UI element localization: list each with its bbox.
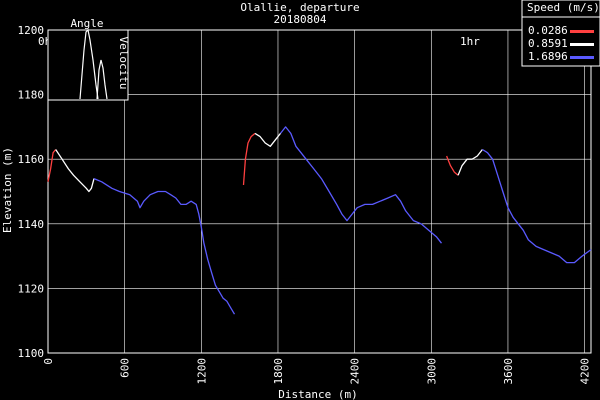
legend-title: Speed (m/s) — [527, 1, 600, 14]
elevation-track-1-red — [47, 149, 57, 182]
elevation-track-1-blue — [93, 177, 236, 315]
x-tick-label: 1800 — [272, 358, 285, 385]
legend-label-high: 1.6896 — [528, 50, 568, 63]
inset-side-label: Velocitu — [117, 37, 130, 90]
legend-swatch-mid — [570, 43, 594, 46]
elevation-track-1-white — [55, 149, 95, 193]
elevation-track-3-white — [457, 149, 483, 176]
y-tick-label: 1200 — [18, 24, 45, 37]
grid — [47, 29, 591, 354]
angle-inset: Angle Velocitu — [47, 17, 130, 101]
x-tick-label: 1200 — [195, 358, 208, 385]
x-tick-label: 3600 — [502, 358, 515, 385]
y-tick-label: 1180 — [18, 89, 45, 102]
inset-title: Angle — [70, 17, 103, 30]
elevation-track-3-red — [445, 155, 459, 176]
y-tick-label: 1120 — [18, 282, 45, 295]
y-tick-labels: 1100 1120 1140 1160 1180 1200 — [18, 24, 45, 360]
elevation-track-3-blue — [482, 148, 592, 264]
x-tick-label: 4200 — [579, 358, 592, 385]
x-tick-label: 600 — [119, 358, 132, 378]
chart-title: Olallie, departure — [240, 1, 359, 14]
elevation-track-2-red — [242, 132, 256, 186]
inset-curve-1 — [79, 28, 99, 100]
y-tick-label: 1140 — [18, 218, 45, 231]
legend-label-low: 0.0286 — [528, 24, 568, 37]
x-tick-label: 2400 — [349, 358, 362, 385]
y-axis-label: Elevation (m) — [1, 147, 14, 233]
y-tick-label: 1160 — [18, 153, 45, 166]
x-tick-label: 3000 — [425, 358, 438, 385]
x-axis-label: Distance (m) — [278, 388, 357, 400]
y-tick-label: 1100 — [18, 347, 45, 360]
elevation-series — [47, 126, 592, 315]
legend-label-mid: 0.8591 — [528, 37, 568, 50]
inset-frame — [47, 29, 129, 101]
chart-subtitle: 20180804 — [274, 13, 327, 26]
legend: Speed (m/s) 0.0286 0.8591 1.6896 — [521, 0, 600, 67]
legend-swatch-low — [570, 30, 594, 33]
elevation-track-2-blue — [279, 126, 443, 244]
legend-swatch-high — [570, 56, 594, 59]
inset-curve-2 — [96, 59, 108, 100]
x-tick-labels: 0 600 1200 1800 2400 3000 3600 4200 — [42, 358, 592, 385]
elevation-track-2-white — [254, 132, 282, 147]
annotation-1hr: 1hr — [460, 35, 480, 48]
x-tick-label: 0 — [42, 358, 55, 365]
